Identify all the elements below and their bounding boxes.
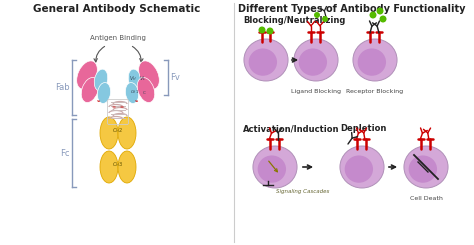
Text: ss: ss [97, 99, 101, 103]
Ellipse shape [249, 49, 277, 76]
Text: Ligand Blocking: Ligand Blocking [291, 89, 341, 94]
Text: Blocking/Neutralizing: Blocking/Neutralizing [243, 16, 346, 25]
Text: Receptor Blocking: Receptor Blocking [346, 89, 403, 94]
Text: Depletion: Depletion [340, 124, 386, 133]
Text: =: = [112, 106, 116, 110]
Ellipse shape [139, 61, 159, 89]
Ellipse shape [380, 15, 386, 23]
Ellipse shape [358, 49, 386, 76]
Text: Signaling Cascades: Signaling Cascades [276, 189, 329, 194]
Ellipse shape [137, 77, 155, 102]
Ellipse shape [94, 69, 108, 91]
Ellipse shape [253, 146, 297, 188]
Ellipse shape [266, 27, 273, 35]
Ellipse shape [244, 39, 288, 81]
Ellipse shape [118, 151, 136, 183]
Text: Cell Death: Cell Death [410, 196, 442, 201]
Ellipse shape [77, 61, 97, 89]
Text: $V_H$: $V_H$ [129, 74, 137, 84]
Text: $V_L$: $V_L$ [139, 74, 146, 84]
Ellipse shape [100, 117, 118, 149]
Ellipse shape [97, 83, 110, 103]
Ellipse shape [118, 117, 136, 149]
Ellipse shape [353, 39, 397, 81]
Text: C: C [143, 91, 146, 95]
Ellipse shape [258, 26, 265, 34]
Text: Activation/Induction: Activation/Induction [243, 124, 339, 133]
Ellipse shape [345, 155, 373, 183]
Ellipse shape [128, 69, 142, 91]
Ellipse shape [322, 16, 328, 22]
Text: $C_H1$: $C_H1$ [130, 88, 140, 96]
Text: ss: ss [135, 99, 139, 103]
Text: =: = [120, 106, 124, 110]
Text: General Antibody Schematic: General Antibody Schematic [33, 4, 201, 14]
Text: $C_H2$: $C_H2$ [112, 127, 124, 135]
Ellipse shape [126, 83, 138, 103]
Ellipse shape [370, 12, 376, 19]
Ellipse shape [100, 151, 118, 183]
Text: Antigen Binding: Antigen Binding [90, 35, 146, 41]
Ellipse shape [376, 8, 383, 14]
Ellipse shape [314, 12, 320, 18]
Ellipse shape [404, 146, 448, 188]
Ellipse shape [81, 77, 99, 102]
Ellipse shape [340, 146, 384, 188]
Ellipse shape [299, 49, 327, 76]
Text: Different Types of Antibody Functionality: Different Types of Antibody Functionalit… [238, 4, 466, 14]
Text: Fab: Fab [55, 83, 70, 92]
Text: Fv: Fv [170, 73, 180, 82]
Ellipse shape [258, 155, 286, 183]
Ellipse shape [409, 155, 437, 183]
Text: $C_H3$: $C_H3$ [112, 160, 124, 170]
Ellipse shape [294, 39, 338, 81]
Text: Fc: Fc [61, 148, 70, 158]
